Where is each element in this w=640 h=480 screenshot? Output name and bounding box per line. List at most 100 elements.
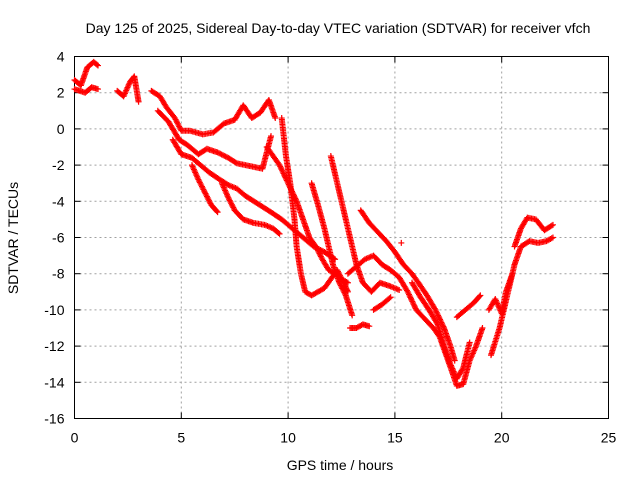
x-axis-label: GPS time / hours — [287, 457, 394, 473]
x-tick-label: 25 — [601, 430, 617, 446]
series-track-18 — [398, 239, 405, 246]
chart-title: Day 125 of 2025, Sidereal Day-to-day VTE… — [86, 20, 591, 36]
data-point — [94, 86, 101, 93]
y-tick-label: -12 — [44, 338, 64, 354]
series-track-2 — [71, 84, 101, 96]
data-point — [406, 292, 413, 299]
data-point — [281, 171, 288, 178]
series-track-12 — [327, 153, 403, 295]
data-point — [436, 315, 443, 322]
data-point — [437, 318, 444, 325]
data-point — [276, 230, 283, 237]
data-point — [435, 313, 442, 320]
data-point — [398, 239, 405, 246]
x-tick-label: 20 — [494, 430, 510, 446]
series-track-22 — [511, 214, 556, 250]
data-point — [409, 299, 416, 306]
data-point — [278, 166, 285, 173]
data-point — [276, 162, 283, 169]
data-point — [387, 294, 394, 301]
data-point — [279, 169, 286, 176]
y-tick-label: -2 — [52, 157, 65, 173]
data-point — [366, 323, 373, 330]
y-axis-label: SDTVAR / TECUs — [5, 182, 21, 294]
x-tick-label: 10 — [280, 430, 296, 446]
data-point — [94, 62, 101, 69]
series-track-15 — [408, 279, 473, 382]
data-point — [221, 152, 228, 159]
data-point — [232, 159, 239, 166]
data-point — [280, 170, 287, 177]
data-point — [409, 298, 416, 305]
grid — [74, 56, 609, 419]
data-point — [405, 290, 412, 297]
series-track-5 — [154, 107, 275, 172]
series-track-4 — [148, 87, 279, 138]
y-tick-label: -8 — [52, 266, 65, 282]
series-track-11 — [308, 180, 356, 319]
data-point — [451, 357, 458, 364]
data-point — [408, 297, 415, 304]
data-point — [215, 150, 222, 157]
data-point — [386, 295, 393, 302]
x-tick-label: 0 — [71, 430, 79, 446]
data-point — [477, 292, 484, 299]
series-track-10 — [278, 115, 351, 299]
data-point — [466, 339, 473, 346]
data-point — [440, 323, 447, 330]
data-point — [213, 208, 220, 215]
series-track-13 — [357, 207, 458, 364]
data-point — [214, 149, 221, 156]
data-point — [407, 294, 414, 301]
series-track-16 — [347, 321, 373, 331]
data-point — [275, 229, 282, 236]
data-point — [217, 150, 224, 157]
series-track-1 — [71, 58, 101, 89]
data-point — [433, 320, 440, 327]
data-point — [222, 153, 229, 160]
data-point — [219, 152, 226, 159]
data-point — [437, 316, 444, 323]
x-tick-label: 15 — [387, 430, 403, 446]
data-point — [438, 319, 445, 326]
series-track-7 — [188, 162, 221, 216]
data-point — [135, 98, 142, 105]
data-point — [433, 308, 440, 315]
series-track-21 — [488, 234, 556, 359]
series-track-17 — [370, 294, 394, 313]
data-point — [396, 286, 403, 293]
data-point — [435, 312, 442, 319]
series-track-19 — [453, 292, 484, 321]
x-tick-label: 5 — [177, 430, 185, 446]
data-point — [279, 167, 286, 174]
data-point — [432, 306, 439, 313]
data-point — [434, 311, 441, 318]
y-tick-label: -6 — [52, 230, 65, 246]
data-point — [214, 209, 221, 216]
data-point — [411, 304, 418, 311]
data-point — [218, 151, 225, 158]
data-point — [277, 163, 284, 170]
data-point — [411, 302, 418, 309]
data-point — [349, 312, 356, 319]
data-point — [268, 133, 275, 140]
series-track-14 — [344, 252, 486, 389]
y-tick-label: 4 — [57, 49, 65, 65]
y-tick-label: -10 — [44, 302, 64, 318]
data-point — [479, 325, 486, 331]
y-tick-label: 2 — [57, 85, 65, 101]
data-point — [404, 288, 411, 295]
y-tick-label: -16 — [44, 411, 64, 427]
data-point — [272, 115, 279, 122]
data-point — [277, 164, 284, 171]
data-point — [549, 221, 556, 228]
data-points — [71, 58, 556, 389]
data-point — [406, 291, 413, 298]
series-track-8 — [218, 180, 283, 237]
data-point — [439, 322, 446, 329]
y-tick-label: -4 — [52, 193, 65, 209]
data-point — [410, 301, 417, 308]
data-point — [548, 235, 555, 242]
